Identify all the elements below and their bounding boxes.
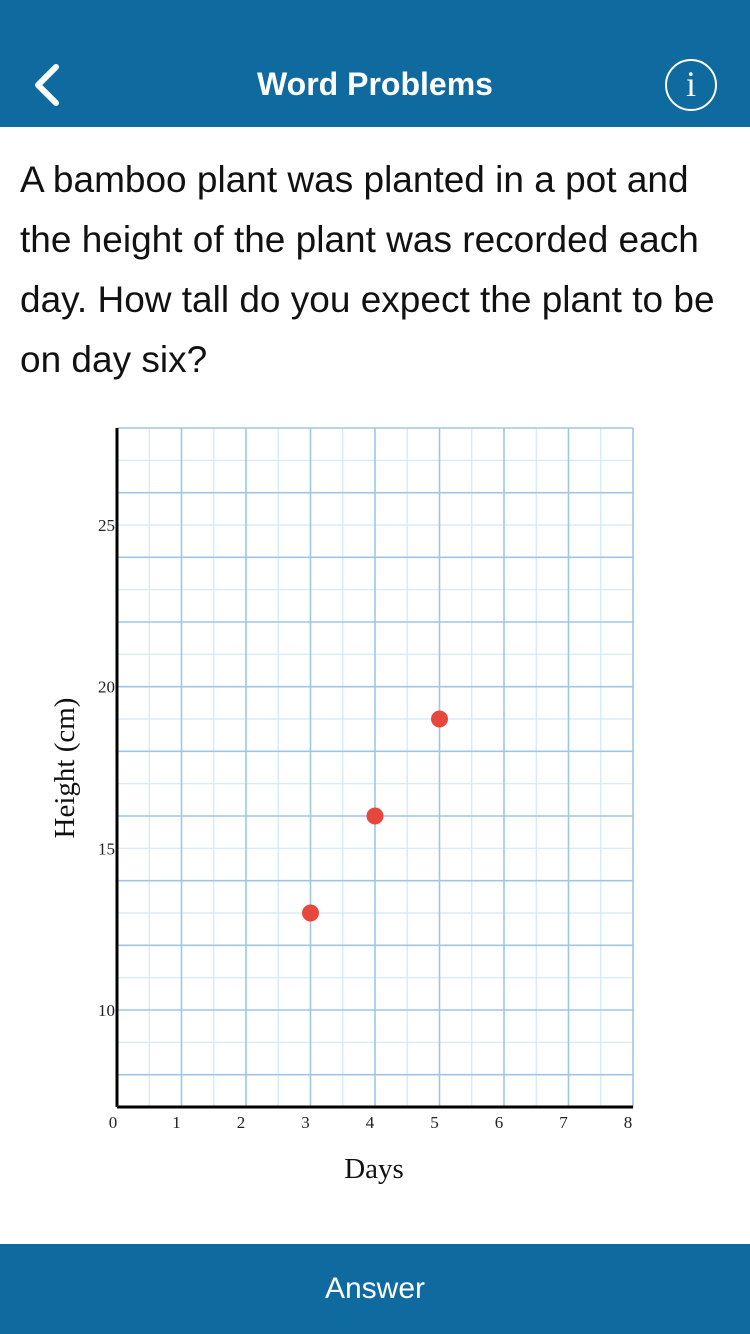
x-tick-label: 3 [301,1113,310,1132]
tick-labels: 0 1 2 3 4 5 6 7 8 10 15 20 25 [98,516,632,1132]
data-point [431,710,448,728]
nav-bar: Word Problems i [0,0,750,127]
x-tick-label: 0 [109,1113,118,1132]
back-button[interactable] [22,58,72,112]
grid-major [116,427,634,1107]
scatter-chart: 0 1 2 3 4 5 6 7 8 10 15 20 25 Days Height (cm) [0,400,750,1220]
axes [115,428,633,1109]
y-tick-label: 20 [98,678,115,697]
x-tick-label: 6 [495,1113,504,1132]
x-tick-label: 8 [624,1113,633,1132]
question-text: A bamboo plant was planted in a pot and … [20,159,715,380]
data-point [366,807,384,825]
page-title: Word Problems [257,66,493,102]
y-tick-label: 10 [98,1001,115,1020]
y-tick-label: 15 [98,839,115,858]
x-tick-label: 1 [172,1113,181,1132]
x-tick-label: 7 [559,1113,568,1132]
data-points [302,710,448,922]
x-tick-label: 4 [366,1113,375,1132]
x-tick-label: 2 [237,1113,246,1132]
data-point [302,904,319,922]
y-axis-label: Height (cm) [49,698,81,839]
info-icon[interactable]: i [665,59,717,111]
answer-button[interactable]: Answer [0,1244,750,1334]
x-tick-label: 5 [430,1113,439,1132]
y-tick-label: 25 [98,516,115,535]
chevron-left-icon [35,64,59,106]
answer-label: Answer [324,1272,426,1305]
chart-svg: 0 1 2 3 4 5 6 7 8 10 15 20 25 Days Height (cm) [49,427,634,1185]
x-axis-label: Days [344,1153,404,1185]
